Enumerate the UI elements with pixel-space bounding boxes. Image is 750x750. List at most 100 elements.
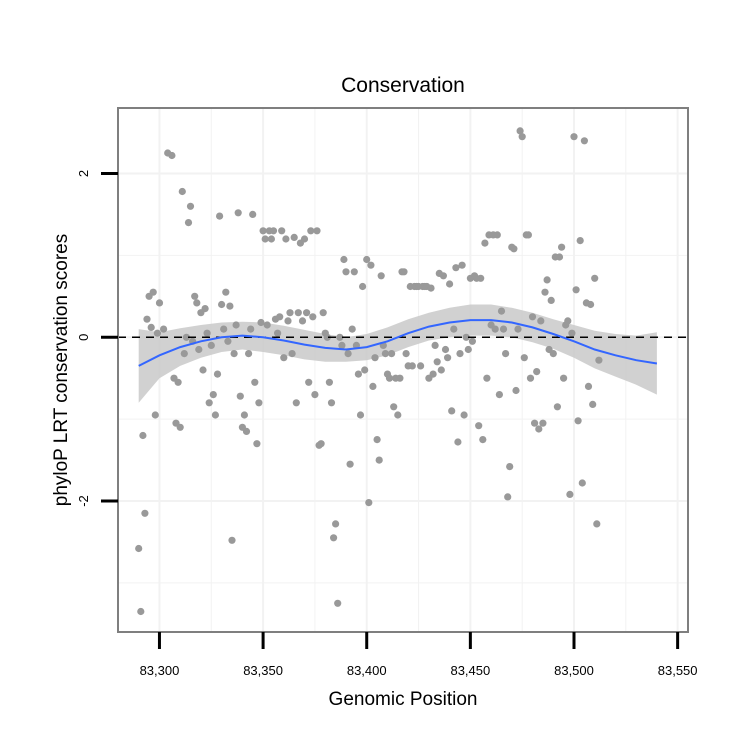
data-point: [454, 438, 462, 446]
data-point: [180, 350, 188, 358]
data-point: [531, 419, 539, 427]
data-point: [213, 370, 222, 378]
data-point: [253, 440, 261, 448]
data-point: [381, 350, 389, 358]
panel-background: [118, 108, 688, 632]
data-point: [300, 235, 309, 243]
data-point: [276, 313, 284, 321]
data-point: [323, 333, 331, 341]
data-point: [495, 391, 503, 399]
data-point: [342, 268, 350, 276]
data-point: [533, 368, 541, 376]
data-point: [160, 325, 168, 333]
data-point: [234, 209, 242, 217]
data-point: [439, 272, 447, 280]
data-point: [348, 325, 356, 333]
data-point: [327, 399, 336, 407]
data-point: [388, 350, 396, 358]
data-point: [578, 479, 586, 487]
data-point: [452, 264, 460, 272]
data-point: [303, 309, 311, 317]
data-point: [593, 520, 601, 528]
data-point: [354, 370, 362, 378]
data-point: [141, 509, 149, 517]
data-point: [568, 329, 576, 337]
data-point: [483, 374, 491, 382]
data-point: [338, 341, 346, 349]
data-point: [269, 227, 278, 235]
data-point: [361, 366, 369, 374]
data-point: [587, 300, 595, 309]
data-point: [137, 607, 145, 616]
confidence-band: [138, 304, 657, 403]
x-tick-label: 83,450: [450, 663, 490, 678]
data-point: [574, 417, 582, 425]
data-point: [298, 317, 307, 325]
data-point: [506, 463, 514, 471]
data-point: [589, 400, 597, 408]
data-point: [549, 350, 557, 358]
y-axis-label: phyloP LRT conservation scores: [51, 234, 72, 507]
data-point: [193, 299, 201, 307]
data-point: [205, 399, 213, 407]
smooth-line: [138, 319, 658, 367]
data-point: [317, 440, 325, 448]
data-point: [203, 329, 211, 337]
data-point: [437, 366, 445, 374]
data-point: [286, 309, 294, 317]
data-point: [429, 370, 437, 378]
data-point: [385, 374, 394, 382]
data-point: [259, 227, 267, 235]
data-point: [350, 268, 358, 276]
data-point: [245, 350, 253, 358]
x-tick-label: 83,300: [140, 663, 180, 678]
data-point: [371, 354, 379, 362]
data-point: [284, 317, 292, 325]
data-point: [207, 341, 215, 349]
data-point: [450, 325, 458, 333]
data-point: [584, 382, 593, 390]
data-point: [228, 536, 236, 544]
data-point: [282, 235, 290, 243]
data-point: [512, 386, 520, 395]
data-point: [543, 276, 551, 284]
data-point: [524, 231, 533, 239]
data-point: [139, 431, 147, 440]
data-point: [499, 325, 508, 333]
data-point: [580, 137, 589, 145]
data-point: [263, 321, 271, 329]
data-point: [433, 358, 441, 366]
data-point: [336, 333, 344, 341]
data-point: [497, 307, 506, 315]
data-point: [481, 239, 489, 247]
data-point: [216, 212, 224, 220]
data-point: [516, 127, 524, 135]
data-point: [491, 325, 499, 333]
data-point: [555, 253, 564, 261]
panel-border: [117, 107, 689, 633]
data-point: [236, 392, 244, 400]
data-point: [274, 329, 282, 337]
data-point: [346, 460, 354, 468]
data-point: [576, 237, 584, 245]
data-point: [267, 235, 275, 243]
data-point: [377, 272, 385, 280]
data-point: [218, 300, 226, 309]
data-point: [278, 227, 286, 235]
data-point: [462, 333, 470, 341]
data-point: [247, 325, 255, 333]
data-point: [305, 378, 313, 386]
data-point: [226, 302, 234, 310]
data-point: [191, 292, 199, 300]
data-point: [365, 499, 373, 507]
data-point: [446, 280, 454, 288]
data-point: [373, 436, 381, 444]
data-point: [441, 345, 450, 354]
data-point: [178, 187, 186, 196]
plot-panel: [117, 107, 689, 633]
data-point: [176, 423, 184, 431]
data-point: [595, 356, 603, 364]
data-point: [222, 288, 230, 296]
data-point: [294, 309, 302, 317]
y-axis: -2 0 2: [76, 170, 118, 507]
